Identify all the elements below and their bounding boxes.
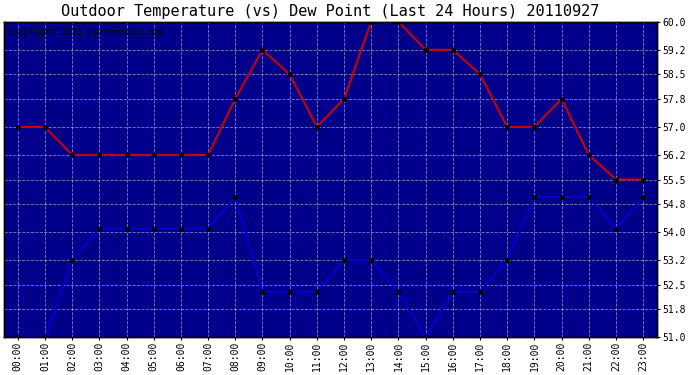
Title: Outdoor Temperature (vs) Dew Point (Last 24 Hours) 20110927: Outdoor Temperature (vs) Dew Point (Last… <box>61 4 600 19</box>
Text: Copyright 2011 Cartronics.com: Copyright 2011 Cartronics.com <box>8 28 164 37</box>
